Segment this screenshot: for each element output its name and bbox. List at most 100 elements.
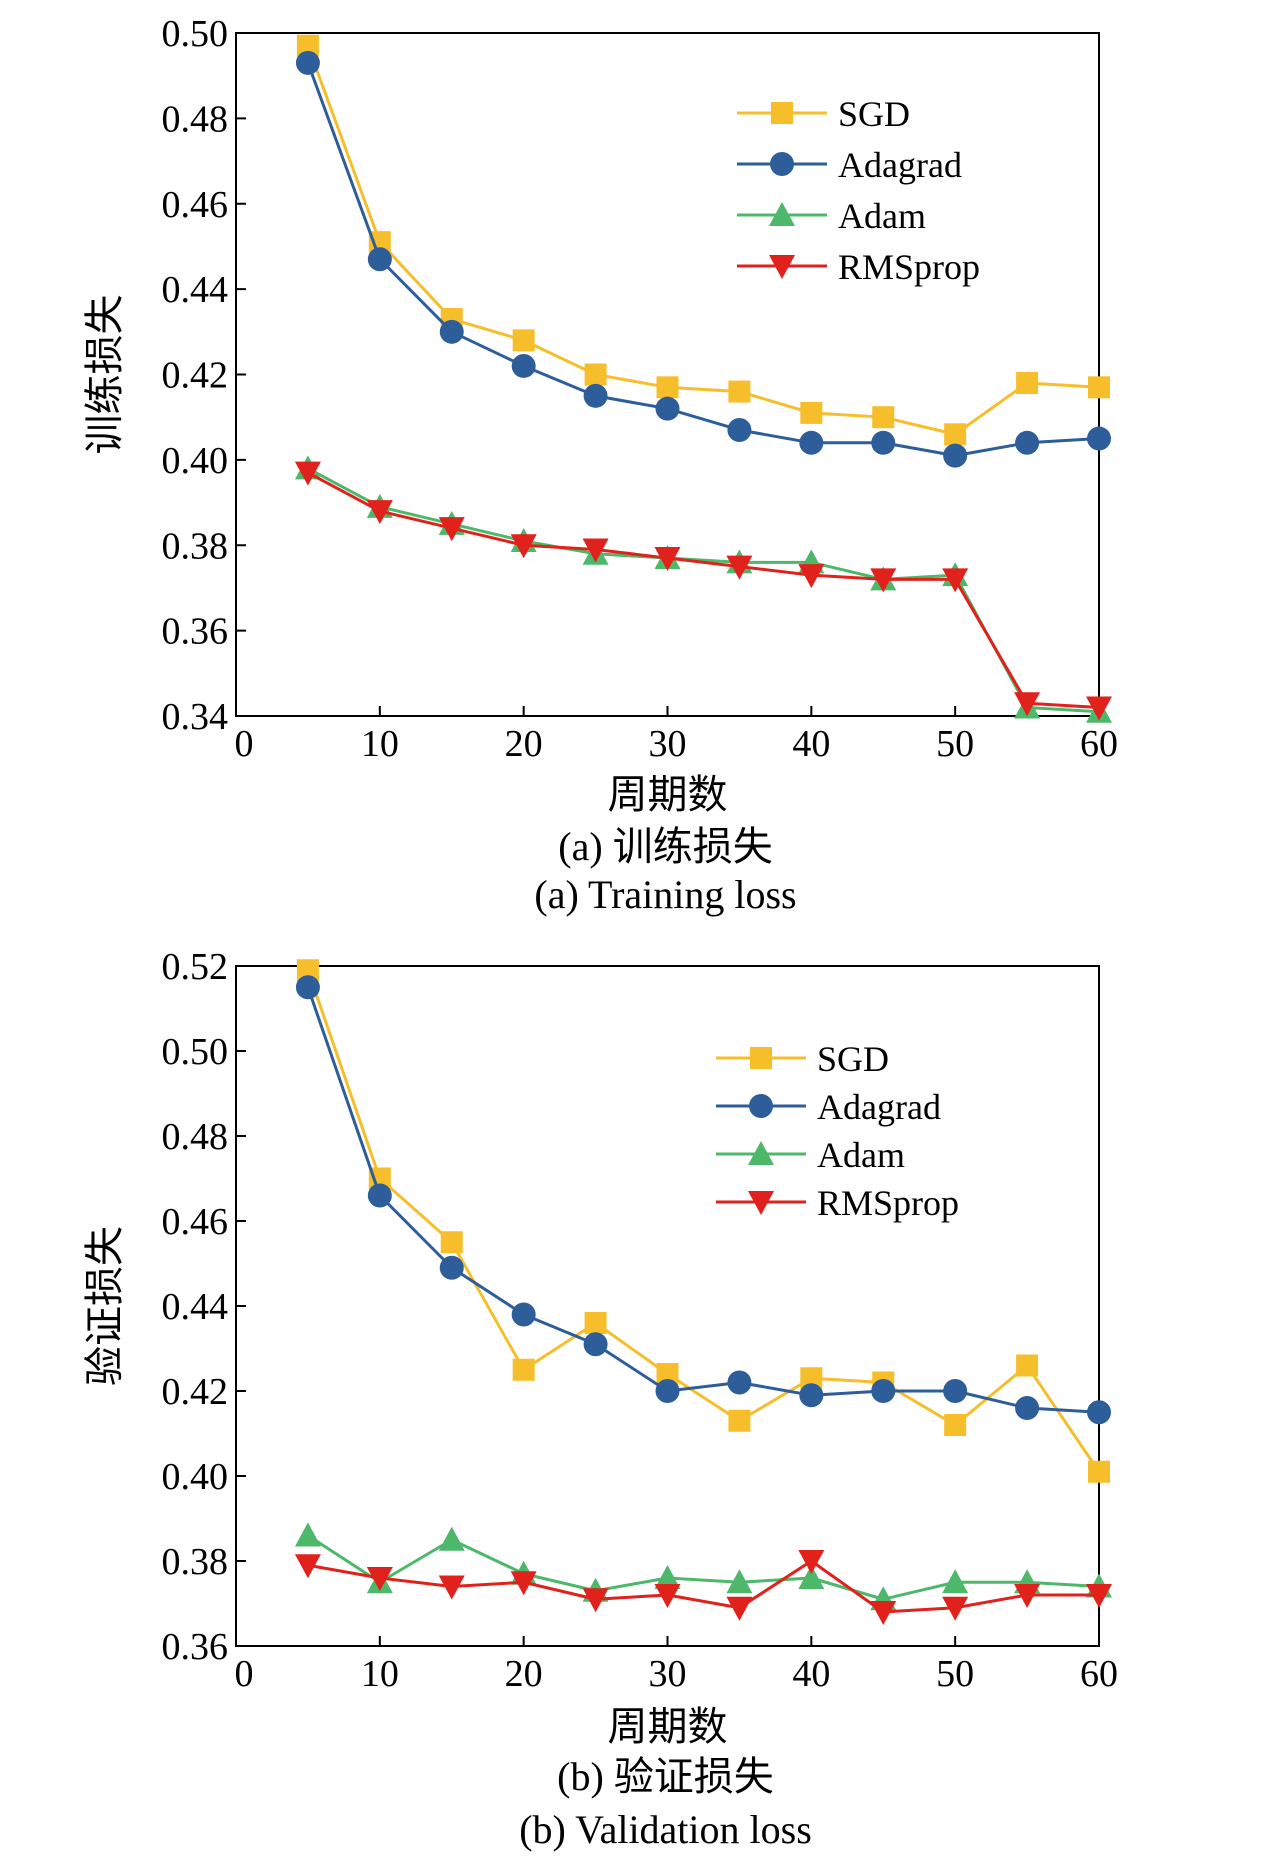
x-tick-label: 60: [1080, 1653, 1118, 1695]
data-point-rmsprop: [582, 538, 609, 563]
data-point-sgd: [440, 1231, 463, 1254]
data-point-adagrad: [295, 975, 320, 1000]
data-point-rmsprop: [1014, 692, 1041, 717]
data-point-adam: [726, 1569, 753, 1594]
data-point-adagrad: [1087, 426, 1111, 451]
legend-label: SGD: [838, 94, 910, 134]
data-point-adagrad: [367, 247, 392, 272]
series-line-sgd: [306, 45, 1100, 436]
x-tick-label: 40: [792, 723, 830, 765]
legend: SGD Adagrad Adam RMSprop: [716, 1039, 959, 1223]
plot-frame: [235, 965, 1100, 1647]
data-point-sgd: [1016, 1354, 1039, 1377]
series-line-sgd: [306, 969, 1101, 1473]
data-point-rmsprop: [438, 517, 465, 542]
data-point-adagrad: [439, 1255, 464, 1280]
data-point-adagrad: [439, 319, 464, 344]
chart-panel-training: 0 10 20 30 40 50 60 0.34 0.36 0.38 0.40 0.42 0.44 0.4…: [82, 13, 1118, 917]
y-axis-label: 验证损失: [82, 1226, 127, 1386]
x-tick-label: 50: [936, 723, 974, 765]
data-point-sgd: [512, 1358, 535, 1381]
y-tick-label: 0.44: [162, 1286, 229, 1328]
x-axis-label: 周期数: [608, 1704, 728, 1749]
series-rmsprop: [294, 461, 1112, 721]
series-sgd: [296, 959, 1110, 1483]
data-point-rmsprop: [1086, 1584, 1112, 1608]
data-point-adam: [438, 1526, 465, 1551]
data-point-sgd: [296, 959, 319, 982]
data-point-adagrad: [799, 430, 824, 455]
data-point-sgd: [944, 1414, 967, 1436]
data-point-adam: [942, 1569, 969, 1594]
series-adagrad: [295, 975, 1111, 1425]
y-tick-label: 0.40: [162, 1456, 229, 1498]
y-tick-label: 0.50: [162, 1031, 229, 1073]
series-line-adam: [307, 1534, 1100, 1601]
data-point-sgd: [728, 380, 751, 403]
legend-marker: [769, 202, 795, 226]
y-tick-label: 0.40: [162, 440, 229, 482]
data-point-adagrad: [583, 1332, 608, 1357]
series-line-adagrad: [306, 986, 1100, 1414]
x-tick-label: 30: [649, 1653, 687, 1695]
legend-label: Adagrad: [817, 1087, 941, 1127]
y-tick-label: 0.48: [162, 1116, 229, 1158]
x-tick-label: 30: [649, 723, 687, 765]
data-point-sgd: [1088, 1460, 1110, 1483]
legend-marker: [770, 152, 794, 176]
data-point-adagrad: [655, 1379, 680, 1403]
data-point-rmsprop: [654, 547, 681, 572]
x-tick-label: 10: [361, 723, 399, 765]
data-point-sgd: [584, 363, 607, 386]
data-point-sgd: [944, 423, 967, 446]
data-point-sgd: [800, 401, 823, 424]
x-tick-label: 20: [505, 723, 543, 765]
data-point-sgd: [512, 329, 535, 352]
data-point-adagrad: [511, 353, 536, 378]
data-point-adagrad: [1015, 1396, 1040, 1420]
data-point-rmsprop: [510, 1571, 537, 1596]
data-point-adagrad: [583, 383, 608, 408]
data-point-adam: [654, 1565, 681, 1589]
series-adagrad: [295, 50, 1111, 468]
data-point-adagrad: [727, 417, 752, 442]
data-point-adagrad: [943, 443, 968, 468]
data-point-adagrad: [511, 1302, 536, 1327]
y-tick-label: 0.38: [162, 525, 229, 567]
data-point-sgd: [728, 1409, 751, 1432]
data-point-rmsprop: [942, 1596, 969, 1621]
x-tick-label: 60: [1080, 723, 1118, 765]
x-tick-label: 0: [235, 1653, 254, 1695]
x-tick-label: 10: [361, 1653, 399, 1695]
chart-panel-validation: 0 10 20 30 40 50 60 0.36 0.38 0.40 0.42 0.44 0.46 0.4…: [82, 946, 1118, 1852]
data-point-rmsprop: [654, 1584, 681, 1608]
x-axis-label: 周期数: [608, 772, 728, 817]
series-adam: [294, 1522, 1112, 1611]
data-point-adagrad: [655, 396, 680, 421]
caption-chinese: (a) 训练损失: [558, 824, 772, 869]
series-rmsprop: [294, 1550, 1112, 1625]
legend-label: Adagrad: [838, 145, 962, 185]
data-point-sgd: [1016, 372, 1039, 395]
y-tick-label: 0.46: [162, 184, 229, 226]
data-point-adagrad: [799, 1383, 824, 1408]
data-point-rmsprop: [510, 534, 537, 559]
legend-label: RMSprop: [838, 247, 980, 287]
legend-label: RMSprop: [817, 1183, 959, 1223]
data-point-rmsprop: [582, 1588, 609, 1613]
data-point-sgd: [1088, 376, 1110, 399]
data-point-rmsprop: [1014, 1584, 1041, 1608]
y-tick-label: 0.48: [162, 98, 229, 140]
caption-english: (b) Validation loss: [519, 1807, 812, 1852]
data-point-adagrad: [367, 1183, 392, 1208]
series-line-rmsprop: [307, 1559, 1099, 1614]
y-tick-label: 0.46: [162, 1201, 229, 1243]
data-point-rmsprop: [366, 1567, 393, 1591]
caption-english: (a) Training loss: [534, 872, 796, 917]
data-point-sgd: [584, 1312, 607, 1334]
y-tick-label: 0.36: [162, 1626, 229, 1668]
data-point-adam: [798, 1565, 825, 1589]
x-tick-label: 50: [936, 1653, 974, 1695]
legend-marker: [749, 1094, 773, 1118]
